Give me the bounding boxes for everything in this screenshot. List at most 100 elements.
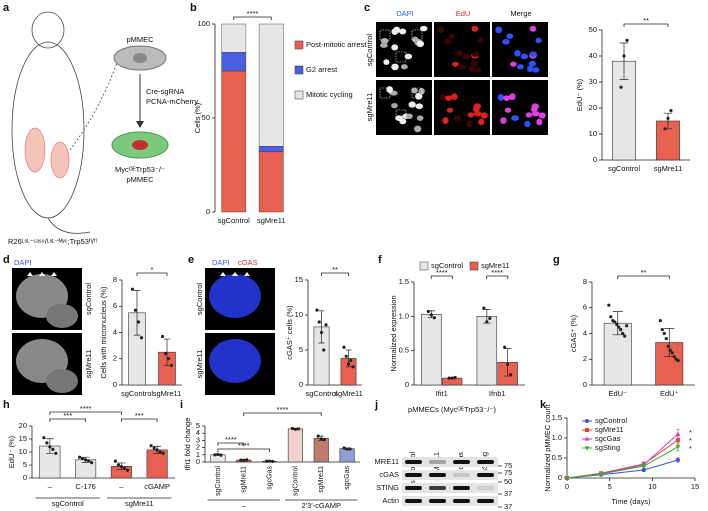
nucleus: [444, 38, 452, 45]
micrograph: [434, 80, 490, 135]
y-tick-label: 6: [113, 301, 117, 310]
nucleus: [532, 67, 540, 73]
data-point: [663, 127, 667, 131]
significance-label: ***: [135, 411, 144, 420]
nucleus: [516, 64, 524, 70]
x-tick-label: sgControl: [121, 389, 153, 398]
x-tick-label: cGAMP: [144, 482, 170, 491]
panel-letter: f: [378, 254, 382, 266]
marker: [641, 464, 647, 469]
significance-bracket: [217, 442, 245, 446]
x-tick-label: sgMre11: [241, 466, 248, 493]
data-point: [119, 464, 123, 469]
x-tick-label: C-176: [75, 482, 95, 491]
panel-letter: g: [553, 254, 560, 266]
significance-bracket: [243, 412, 322, 416]
x-tick-label: sgControl: [215, 466, 222, 496]
data-point: [139, 336, 144, 340]
data-point: [84, 458, 88, 462]
data-point: [660, 328, 664, 332]
stain-label: DAPI: [212, 258, 230, 267]
nucleus: [504, 107, 512, 113]
data-point: [342, 446, 346, 450]
legend-label: sgcGas: [595, 434, 621, 443]
blot-strip: [402, 483, 498, 493]
nucleus: [452, 61, 459, 67]
nucleus: [529, 25, 537, 32]
y-axis-label: EdU⁻ (%): [7, 435, 16, 468]
arrowhead: [51, 272, 57, 276]
significance-label: ****: [436, 268, 448, 277]
data-point: [245, 458, 249, 462]
data-point: [625, 324, 629, 328]
data-point: [158, 450, 162, 454]
y-axis-label: Ifit1 fold change: [183, 418, 192, 471]
y-tick-label: 0: [113, 380, 117, 389]
stain-label: cGAS: [238, 258, 258, 267]
data-point: [242, 458, 246, 462]
row-label: sgControl: [195, 283, 204, 315]
band: [405, 460, 422, 464]
significance-label: **: [641, 268, 647, 277]
y-tick-label: 2: [196, 443, 200, 452]
nucleus: [473, 103, 482, 110]
marker: [598, 472, 604, 477]
nucleus: [209, 339, 261, 383]
label: pMMEC: [126, 35, 154, 44]
data-point: [133, 308, 138, 312]
data-point: [429, 313, 433, 317]
band: [477, 460, 494, 464]
nucleus: [416, 40, 425, 48]
marker: [675, 458, 680, 462]
error-bar: [612, 311, 623, 336]
significance-label: *: [151, 265, 154, 274]
x-tick-label: Ifit1: [436, 389, 448, 398]
roi-box: [379, 29, 391, 41]
marker-label: 75: [504, 468, 512, 477]
y-tick-label: 1.5: [399, 277, 409, 286]
group-label: sgControl: [52, 499, 84, 508]
marker: [564, 476, 570, 481]
x-tick-label: sgcGas: [266, 466, 273, 490]
data-point: [666, 116, 670, 120]
nucleus: [405, 113, 413, 120]
y-tick-label: 20: [19, 421, 27, 430]
bar-segment: [221, 23, 247, 53]
y-tick-label: 0.5: [552, 453, 562, 462]
data-point: [48, 445, 52, 449]
nucleus: [536, 118, 543, 126]
x-tick-label: sgMre11: [318, 466, 325, 493]
data-point: [90, 461, 94, 465]
data-point: [324, 323, 328, 327]
micrograph: [492, 80, 548, 135]
arrowhead: [39, 272, 45, 276]
significance-bracket: [120, 418, 158, 422]
band: [429, 486, 446, 490]
significance-label: *: [689, 444, 692, 453]
legend-label: sgControl: [595, 416, 627, 425]
x-tick-label: sgControl: [305, 389, 337, 398]
bar-segment: [258, 23, 284, 147]
label: pMMEC: [126, 175, 154, 184]
significance-label: ****: [80, 404, 92, 413]
band: [405, 473, 422, 477]
x-tick-label: sgcGas: [344, 466, 351, 490]
panel-letter: j: [374, 399, 378, 411]
band: [429, 499, 446, 503]
nucleus: [404, 53, 413, 60]
row-label: sgControl: [365, 34, 374, 66]
band: [477, 486, 494, 490]
band: [429, 473, 446, 477]
y-tick-label: 50: [589, 25, 597, 34]
stain-label: DAPI: [14, 258, 32, 267]
x-tick-label: sgMre11: [334, 389, 363, 398]
y-tick-label: 50: [202, 113, 210, 122]
y-tick-label: 1.5: [552, 413, 562, 422]
data-point: [152, 446, 156, 450]
data-point: [264, 459, 269, 463]
connector: [69, 59, 119, 151]
data-point: [160, 334, 165, 339]
data-point: [670, 351, 674, 355]
nucleus: [400, 64, 408, 70]
x-tick-label: EdU⁺: [660, 389, 679, 398]
